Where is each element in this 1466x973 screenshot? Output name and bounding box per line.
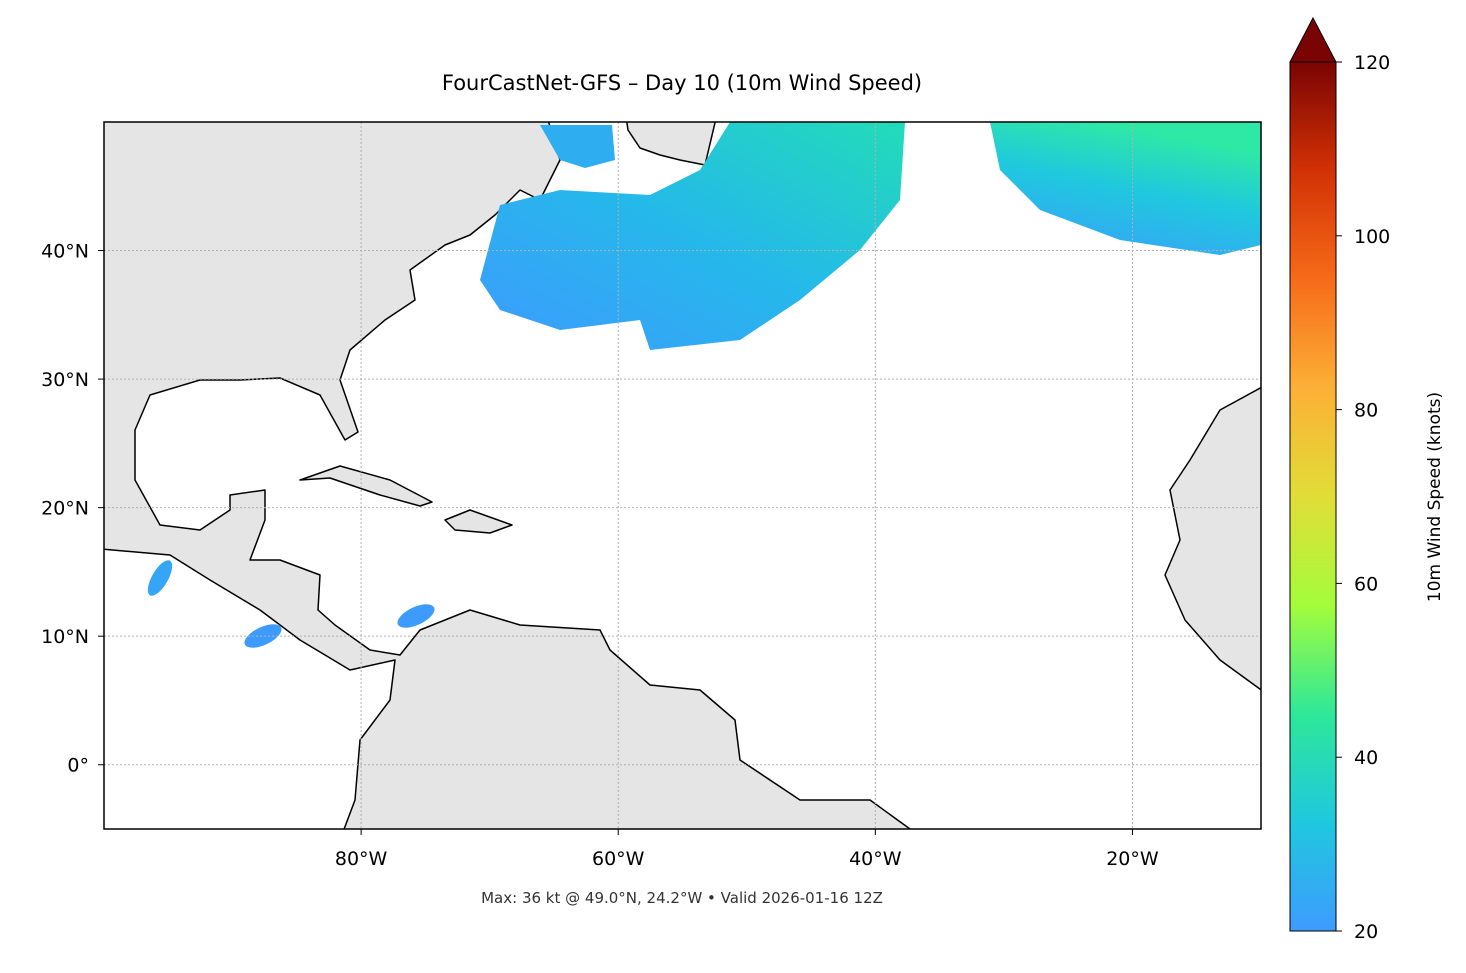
grid <box>104 122 1261 829</box>
colorbar-tick-label: 40 <box>1354 747 1378 769</box>
colorbar-tick-label: 60 <box>1354 573 1378 595</box>
map-area <box>104 122 1261 829</box>
americas <box>104 122 912 829</box>
colorbar-ticks: 20 40 60 80 100 120 <box>1336 52 1390 943</box>
africa <box>1164 386 1261 691</box>
footer-annotation: Max: 36 kt @ 49.0°N, 24.2°W • Valid 2026… <box>481 889 883 907</box>
colorbar-extension <box>1289 16 1337 63</box>
wind-swath <box>480 122 905 350</box>
wind-swath <box>244 624 282 648</box>
y-tick-label: 40°N <box>41 241 89 263</box>
wind-swath <box>147 560 173 596</box>
cuba <box>299 465 433 507</box>
colorbar-tick-label: 80 <box>1354 400 1378 422</box>
x-tick-label: 80°W <box>335 848 388 870</box>
colorbar <box>1290 62 1336 931</box>
wind-swath <box>397 604 435 628</box>
chart-title: FourCastNet-GFS – Day 10 (10m Wind Speed… <box>442 71 922 95</box>
colorbar-tick-label: 120 <box>1354 52 1390 74</box>
y-tick-label: 10°N <box>41 626 89 648</box>
x-tick-label: 60°W <box>592 848 645 870</box>
colorbar-tick-label: 100 <box>1354 226 1390 248</box>
x-tick-label: 40°W <box>849 848 902 870</box>
plot-frame <box>103 121 1262 830</box>
axis-ticks: 80°W 60°W 40°W 20°W 0° 10°N 20°N 30°N 40°N <box>41 241 1159 870</box>
wind-swath <box>990 122 1261 255</box>
labrador <box>626 122 716 166</box>
colorbar-frame <box>1289 61 1337 932</box>
y-tick-label: 0° <box>67 755 89 777</box>
hispaniola <box>444 509 513 534</box>
y-tick-label: 30°N <box>41 369 89 391</box>
wind-swath <box>540 125 615 168</box>
colorbar-label: 10m Wind Speed (knots) <box>1425 392 1445 602</box>
y-tick-label: 20°N <box>41 498 89 520</box>
x-tick-label: 20°W <box>1106 848 1159 870</box>
colorbar-tick-label: 20 <box>1354 921 1378 943</box>
